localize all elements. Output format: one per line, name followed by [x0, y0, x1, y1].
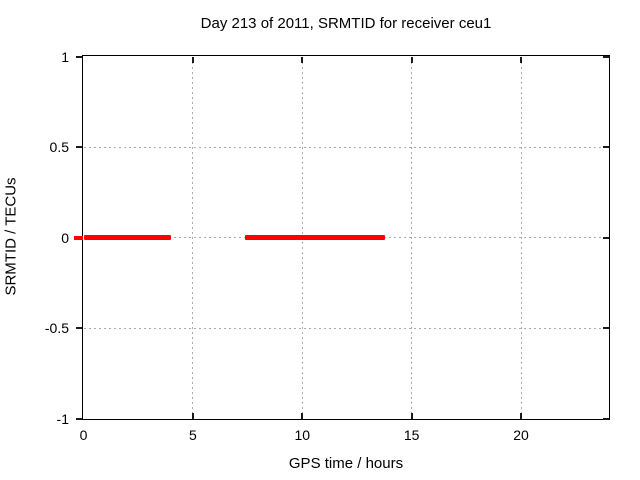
- x-tick-label: 20: [513, 427, 529, 443]
- y-tick-label: -1: [56, 410, 69, 427]
- x-tick-bottom: [301, 412, 304, 419]
- x-tick-bottom: [191, 412, 194, 419]
- x-tick-top: [301, 56, 304, 63]
- data-series-segment: [83, 235, 171, 240]
- y-zero-tick-red: [74, 235, 83, 240]
- x-tick-label: 10: [294, 427, 311, 443]
- y-tick-right: [602, 327, 609, 329]
- x-tick-label: 0: [79, 427, 88, 443]
- data-series-segment: [245, 235, 386, 240]
- x-tick-label: 5: [188, 427, 197, 443]
- y-tick-right: [602, 417, 609, 420]
- y-tick-label: 0: [61, 229, 69, 246]
- y-tick-left: [76, 146, 82, 148]
- y-tick-left: [76, 327, 82, 329]
- x-tick-top: [410, 56, 413, 63]
- y-gridline: [83, 146, 609, 148]
- y-tick-right: [602, 55, 609, 58]
- x-axis-label: GPS time / hours: [288, 455, 404, 472]
- y-tick-label: -0.5: [44, 320, 69, 336]
- x-tick-bottom: [410, 412, 413, 419]
- y-tick-label: 0.5: [49, 139, 69, 155]
- x-tick-label: 15: [403, 427, 420, 443]
- y-tick-left: [76, 55, 82, 58]
- y-tick-right: [602, 146, 609, 148]
- y-tick-label: 1: [61, 48, 69, 65]
- y-gridline: [83, 327, 609, 329]
- y-tick-left: [76, 417, 82, 420]
- x-tick-top: [520, 56, 522, 63]
- x-tick-bottom: [520, 412, 522, 419]
- chart-title: Day 213 of 2011, SRMTID for receiver ceu…: [200, 15, 492, 32]
- y-tick-right: [602, 236, 609, 239]
- x-tick-top: [191, 56, 194, 63]
